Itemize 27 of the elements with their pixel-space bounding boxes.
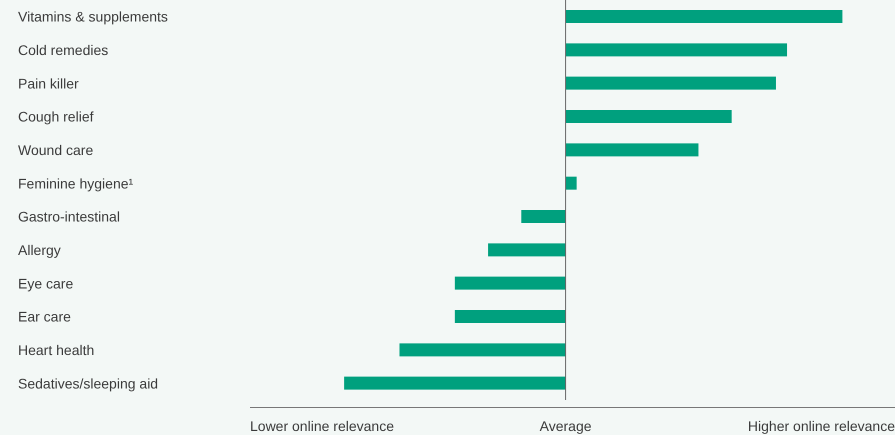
bar — [566, 176, 577, 190]
bar — [566, 76, 776, 90]
y-tick-label: Cough relief — [18, 108, 94, 125]
y-tick-label: Vitamins & supplements — [18, 8, 168, 25]
y-tick-label: Gastro-intestinal — [18, 208, 120, 225]
y-tick-label: Pain killer — [18, 75, 80, 92]
text: Lower online relevance — [250, 418, 394, 434]
bar — [566, 43, 788, 56]
bar — [566, 10, 842, 23]
bar — [521, 210, 566, 223]
bar — [488, 243, 566, 256]
y-tick-label: Feminine hygiene¹ — [18, 175, 134, 192]
text: Higher online relevance — [748, 418, 895, 434]
bar — [344, 376, 566, 390]
bar — [399, 343, 566, 356]
bar — [454, 310, 566, 323]
bar — [566, 143, 698, 156]
y-tick-label: Sedatives/sleeping aid — [18, 375, 158, 392]
y-tick-label: Ear care — [18, 308, 72, 325]
text: Average — [540, 418, 592, 434]
y-tick-label: Eye care — [18, 275, 74, 292]
bar — [454, 276, 566, 290]
y-tick-label: Wound care — [18, 142, 94, 158]
bar — [566, 110, 732, 123]
y-tick-label: Cold remedies — [18, 42, 108, 58]
y-tick-label: Allergy — [18, 242, 61, 258]
y-tick-label: Heart health — [18, 342, 94, 358]
